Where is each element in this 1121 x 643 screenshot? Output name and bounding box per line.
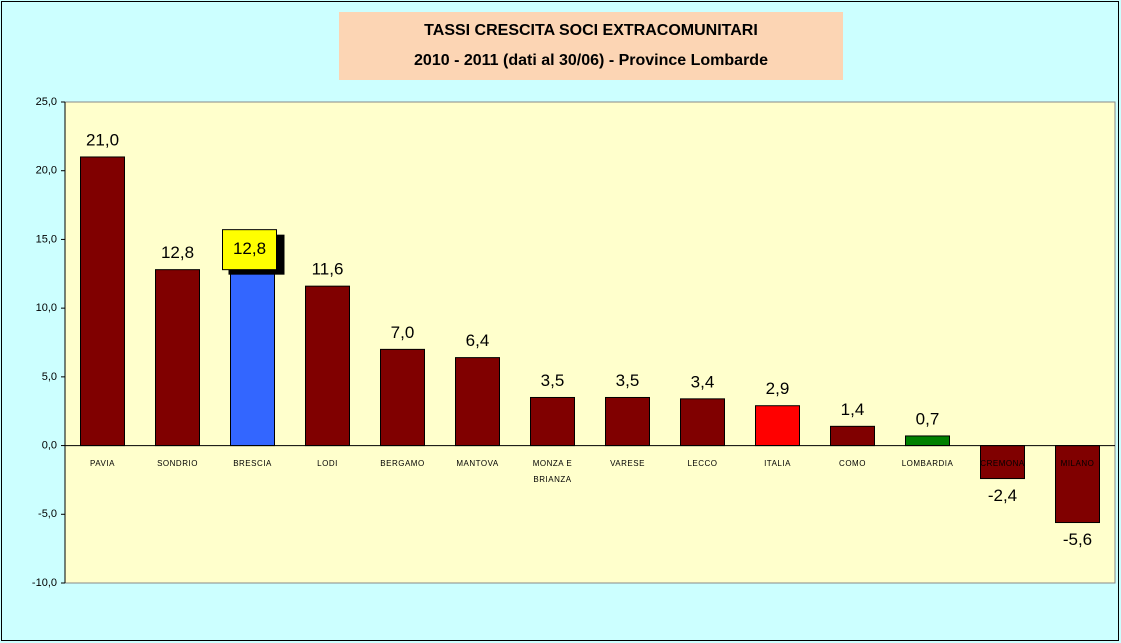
bar [230, 269, 275, 447]
y-tick-label: 25,0 [36, 96, 57, 108]
value-label: 3,4 [691, 372, 715, 391]
value-label: 7,0 [391, 323, 415, 342]
x-tick-label: LODI [317, 459, 338, 468]
x-tick-label: COMO [839, 459, 866, 468]
chart-title: TASSI CRESCITA SOCI EXTRACOMUNITARI [424, 22, 758, 39]
value-label: 11,6 [312, 260, 344, 279]
value-label: 3,5 [616, 371, 640, 390]
x-tick-label: ITALIA [764, 459, 791, 468]
x-tick-label: CREMONA [980, 459, 1025, 468]
bar [305, 285, 350, 447]
bar [830, 425, 875, 447]
bar [905, 435, 950, 447]
x-tick-label: BERGAMO [380, 459, 425, 468]
x-tick-label: MILANO [1060, 459, 1095, 468]
value-label: 3,5 [541, 371, 565, 390]
x-tick-label: LOMBARDIA [901, 459, 954, 468]
y-tick-label: 20,0 [36, 165, 57, 177]
x-tick-label: LECCO [687, 459, 718, 468]
title-box [339, 12, 843, 80]
bar [605, 396, 650, 447]
bar [680, 398, 725, 447]
x-tick-label: MANTOVA [456, 459, 499, 468]
bar [155, 269, 200, 447]
x-tick-label: PAVIA [90, 459, 115, 468]
bar [380, 348, 425, 447]
value-label: 2,9 [766, 379, 790, 398]
chart-subtitle: 2010 - 2011 (dati al 30/06) - Province L… [414, 52, 768, 69]
plot-area [64, 101, 1116, 584]
y-tick-label: 5,0 [42, 371, 57, 383]
bar [80, 156, 125, 447]
value-label: 12,8 [161, 243, 194, 262]
value-label: 1,4 [841, 400, 865, 419]
x-tick-label: MONZA E BRIANZA [532, 459, 573, 484]
y-tick-label: -5,0 [38, 508, 57, 520]
label-box [222, 229, 277, 271]
bar [530, 396, 575, 447]
value-label: 21,0 [86, 130, 119, 149]
x-tick-label: BRESCIA [233, 459, 272, 468]
value-label: -2,4 [988, 486, 1017, 505]
x-tick-label: VARESE [610, 459, 645, 468]
value-label: -5,6 [1063, 530, 1092, 549]
bar [755, 405, 800, 447]
y-tick-label: 0,0 [42, 439, 57, 451]
x-tick-label: SONDRIO [157, 459, 198, 468]
y-tick-label: 15,0 [36, 233, 57, 245]
y-tick-label: 10,0 [36, 302, 57, 314]
value-label: 0,7 [916, 409, 940, 428]
value-label: 6,4 [466, 331, 490, 350]
y-tick-label: -10,0 [32, 577, 57, 589]
value-label: 12,8 [233, 239, 266, 258]
bar [455, 357, 500, 447]
